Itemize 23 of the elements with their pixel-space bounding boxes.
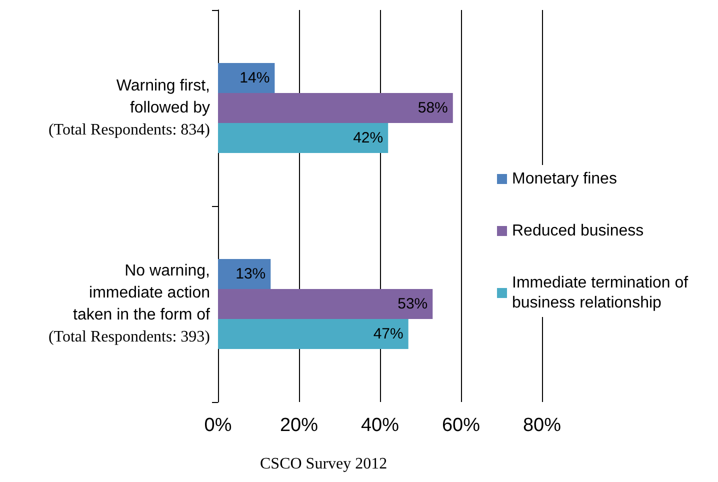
bar (218, 259, 271, 289)
bar (218, 319, 408, 349)
bar (218, 123, 388, 153)
y-tick-label: Warning first, followed by (Total Respondents: 834) (48, 78, 210, 138)
x-tick-label: 80% (522, 415, 562, 436)
data-label: 13% (236, 266, 266, 282)
data-label: 14% (240, 70, 270, 86)
legend-label: Immediate termination of business relationship (512, 274, 693, 312)
x-tick-label: 40% (360, 415, 400, 436)
x-tick-label: 20% (280, 415, 318, 436)
text: CSCO Survey 2012 (260, 456, 388, 472)
data-label: 58% (418, 100, 448, 116)
legend-label: Monetary fines (512, 170, 617, 188)
bar (218, 63, 275, 93)
bar (218, 289, 433, 319)
bar (218, 93, 453, 123)
x-tick-label: 60% (442, 415, 480, 436)
x-tick-label: 0% (204, 415, 232, 436)
legend-label: Reduced business (512, 222, 644, 240)
data-label: 53% (398, 296, 428, 312)
data-label: 47% (373, 326, 404, 342)
y-tick-label: No warning, immediate action taken in the form of (Total Respondents: 393) (48, 262, 211, 346)
data-label: 42% (353, 130, 384, 146)
